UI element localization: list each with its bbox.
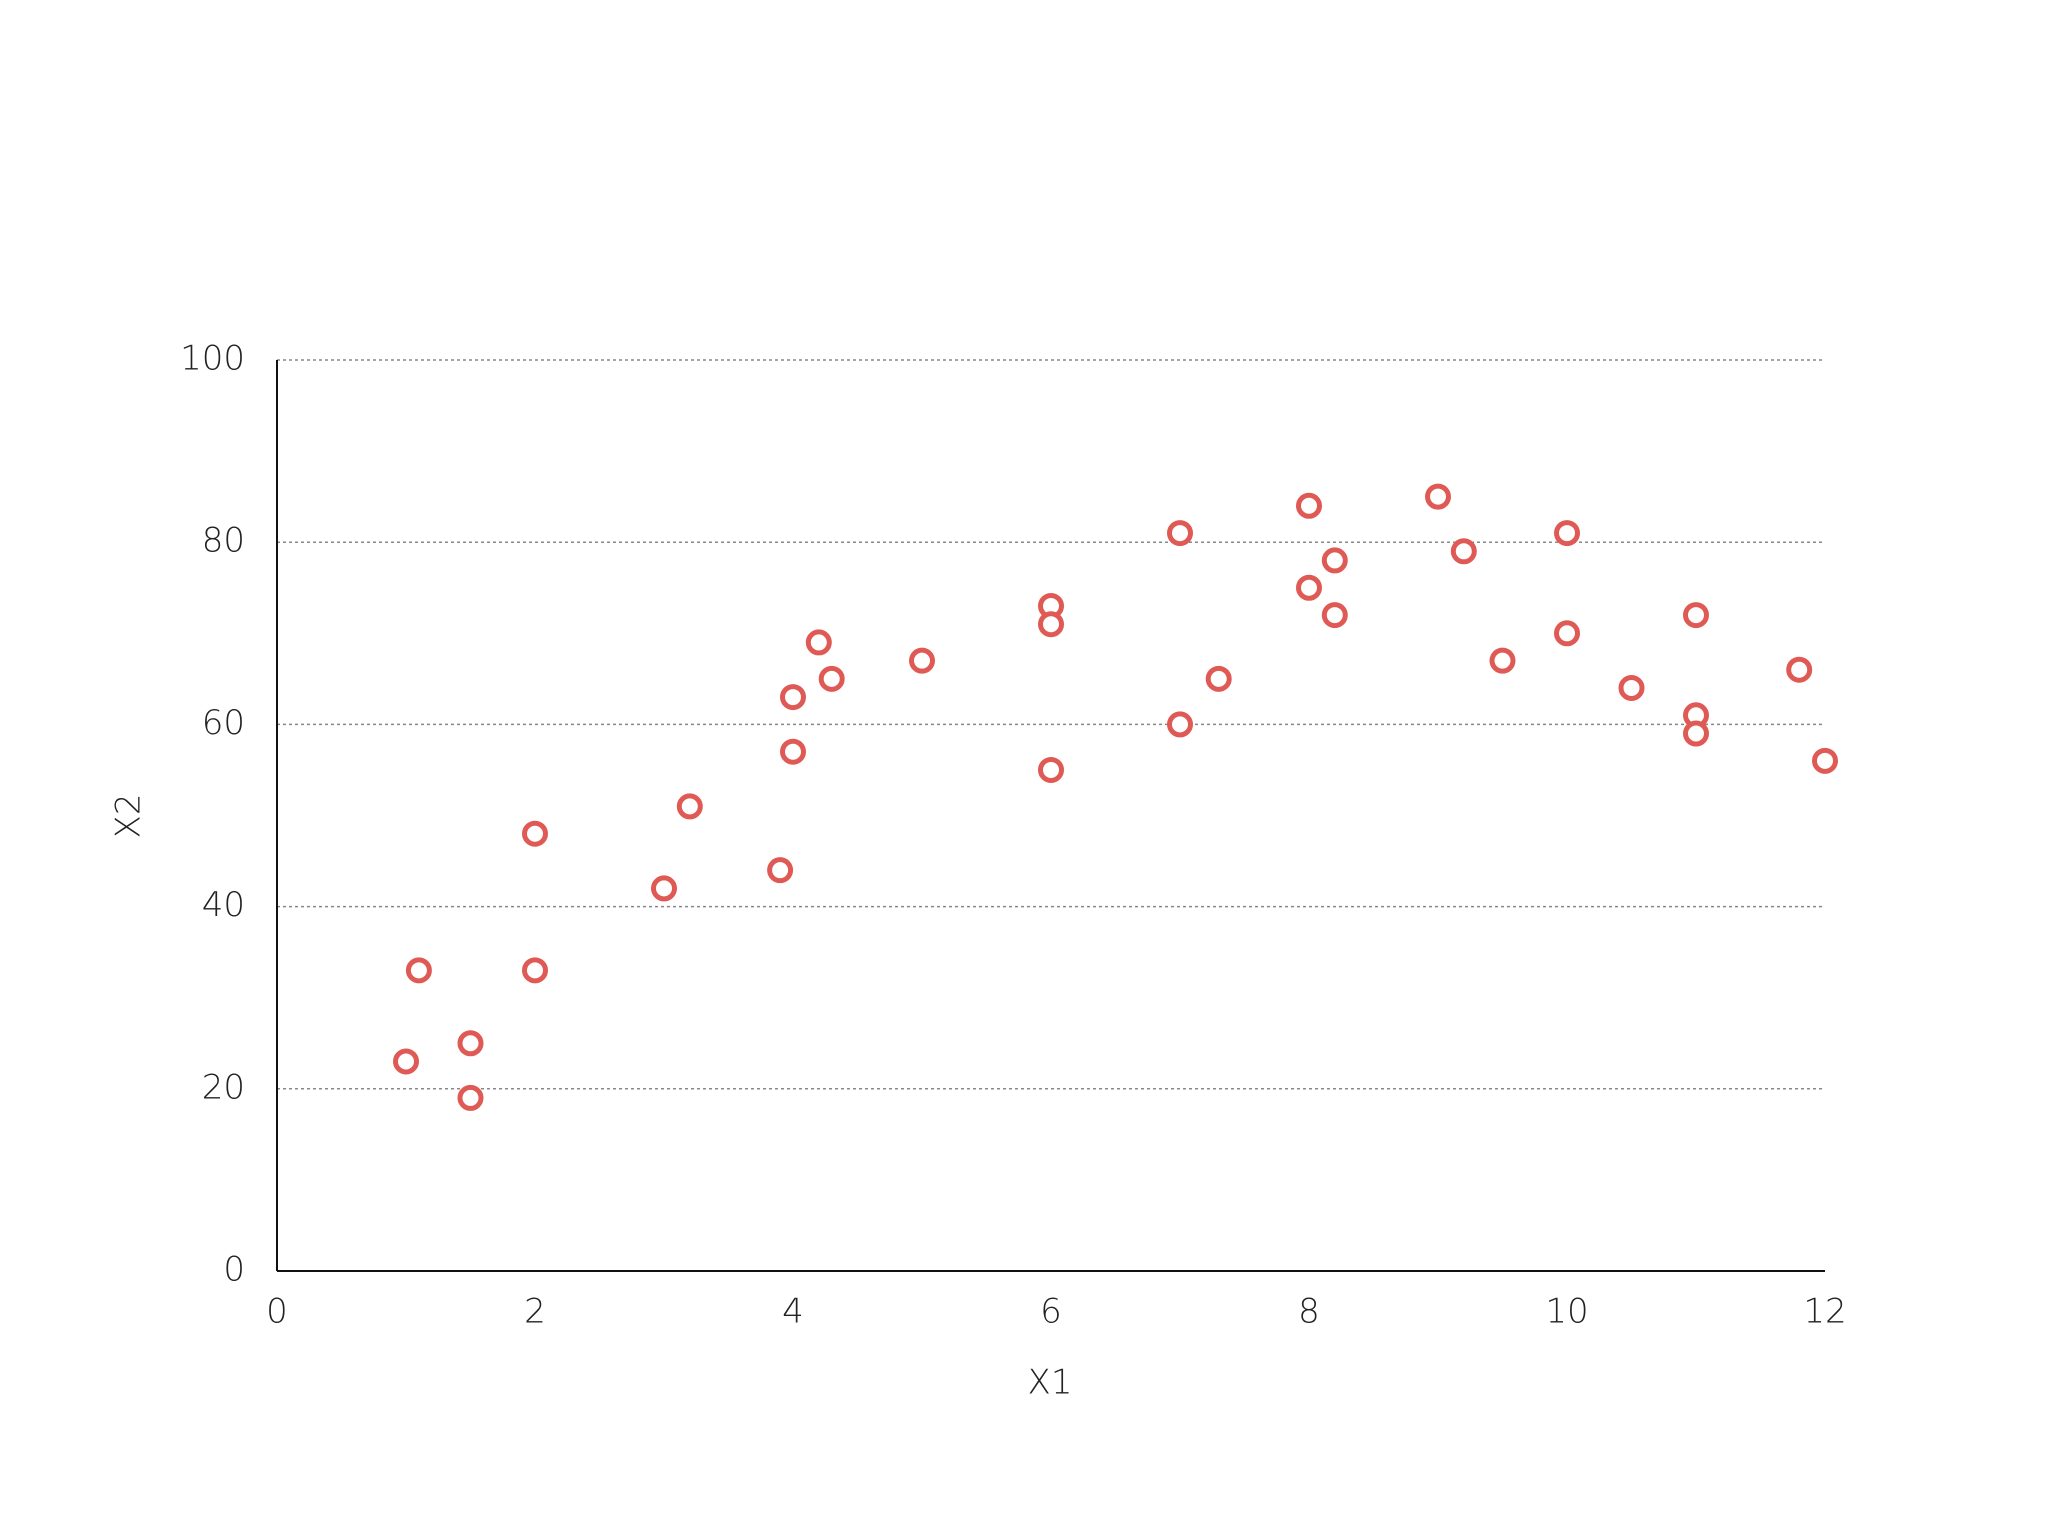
y-tick-label: 20: [202, 1067, 245, 1107]
point: [651, 875, 677, 902]
x-tick-label: 2: [524, 1292, 546, 1332]
point: [1450, 538, 1477, 565]
point: [1489, 647, 1516, 674]
point: [1786, 656, 1813, 683]
point: [1038, 756, 1064, 783]
point: [522, 820, 548, 847]
point: [767, 857, 794, 884]
point: [1683, 720, 1709, 747]
point: [780, 738, 806, 765]
point: [1296, 574, 1322, 601]
point: [805, 629, 832, 656]
y-tick-label: 40: [202, 885, 245, 925]
point: [1812, 747, 1838, 774]
point: [909, 647, 935, 674]
point: [1425, 483, 1451, 510]
point: [780, 684, 806, 711]
point: [1683, 602, 1709, 629]
x-tick-label: 8: [1298, 1292, 1320, 1332]
point: [1618, 674, 1645, 701]
point: [1554, 620, 1580, 647]
point: [1205, 665, 1232, 692]
point: [1167, 711, 1193, 738]
y-tick-label: 80: [202, 521, 245, 561]
point: [1321, 547, 1348, 574]
x-tick-label: 12: [1803, 1292, 1846, 1332]
y-tick-label: 100: [180, 339, 245, 379]
x-tick-label: 6: [1040, 1292, 1062, 1332]
point: [522, 957, 548, 984]
y-tick-label: 0: [223, 1250, 245, 1290]
point: [1554, 520, 1580, 547]
point: [393, 1048, 419, 1075]
point: [1321, 602, 1348, 629]
y-axis-label: X2: [109, 794, 149, 839]
point: [676, 793, 703, 820]
y-tick-label: 60: [202, 703, 245, 743]
x-axis-label: X1: [1028, 1363, 1073, 1403]
point: [1296, 492, 1322, 519]
point: [405, 957, 432, 984]
point: [818, 665, 845, 692]
x-tick-label: 0: [266, 1292, 288, 1332]
x-tick-label: 4: [782, 1292, 804, 1332]
point: [457, 1084, 484, 1111]
x-tick-label: 10: [1545, 1292, 1588, 1332]
point: [1038, 611, 1064, 638]
point: [457, 1030, 484, 1057]
point: [1167, 520, 1193, 547]
